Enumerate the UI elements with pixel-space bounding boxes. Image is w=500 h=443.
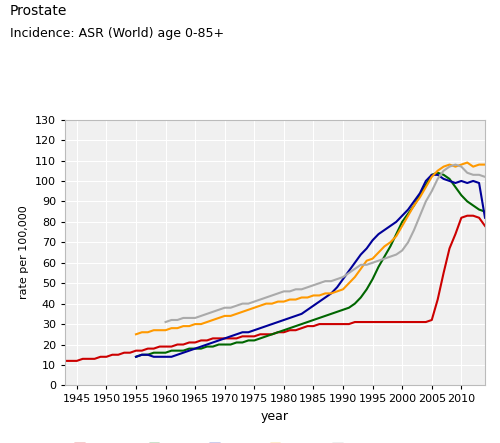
Text: Prostate: Prostate: [10, 4, 68, 19]
X-axis label: year: year: [261, 410, 289, 423]
Text: Incidence: ASR (World) age 0-85+: Incidence: ASR (World) age 0-85+: [10, 27, 224, 39]
Legend: Denmark:, Finland, Iceland, Norway, Sweden: Denmark:, Finland, Iceland, Norway, Swed…: [70, 439, 392, 443]
Y-axis label: rate per 100,000: rate per 100,000: [20, 206, 30, 299]
